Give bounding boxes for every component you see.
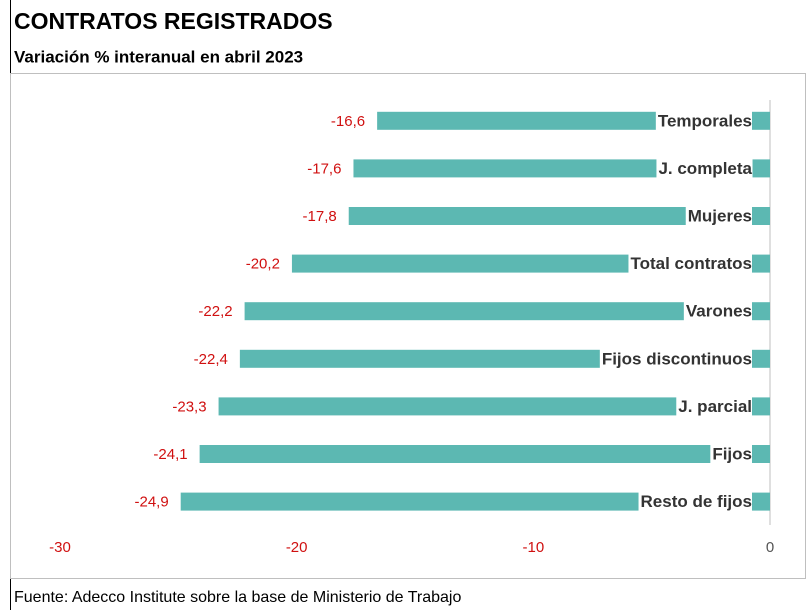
bar <box>244 302 771 321</box>
bar <box>199 445 771 463</box>
value-label: -17,8 <box>303 208 337 225</box>
category-label-bg <box>599 347 752 370</box>
x-tick-label: 0 <box>766 539 774 556</box>
category-label-bg <box>710 443 752 465</box>
value-label: -22,4 <box>194 351 228 368</box>
bar <box>180 492 770 511</box>
chart-subtitle: Variación % interanual en abril 2023 <box>14 47 303 66</box>
category-label: Total contratos <box>630 254 752 273</box>
value-label: -24,9 <box>134 494 168 511</box>
value-label: -17,6 <box>307 160 341 177</box>
category-label: Varones <box>686 302 752 321</box>
bar <box>348 207 770 225</box>
category-label-bg <box>628 252 752 275</box>
bar <box>218 397 771 416</box>
source-note: Fuente: Adecco Institute sobre la base d… <box>14 589 461 606</box>
category-label-bg <box>655 109 752 132</box>
value-label: -24,1 <box>153 446 187 463</box>
category-label-bg <box>685 205 752 227</box>
chart-title: CONTRATOS REGISTRADOS <box>14 8 333 34</box>
category-label: J. completa <box>658 159 752 178</box>
category-label: J. parcial <box>678 397 752 416</box>
category-label: Temporales <box>658 111 752 130</box>
category-label: Resto de fijos <box>641 492 752 511</box>
value-label: -22,2 <box>198 303 232 320</box>
category-label-bg <box>676 395 752 418</box>
category-label-bg <box>638 490 752 513</box>
category-label-bg <box>683 300 752 323</box>
x-tick-label: -30 <box>49 539 71 556</box>
value-label: -16,6 <box>331 113 365 130</box>
category-label-bg <box>656 157 753 180</box>
x-tick-label: -10 <box>522 539 544 556</box>
category-label: Fijos discontinuos <box>602 349 752 368</box>
value-label: -20,2 <box>246 256 280 273</box>
x-tick-label: -20 <box>286 539 308 556</box>
value-label: -23,3 <box>172 398 206 415</box>
category-label: Fijos <box>712 444 752 463</box>
category-label: Mujeres <box>688 206 752 225</box>
